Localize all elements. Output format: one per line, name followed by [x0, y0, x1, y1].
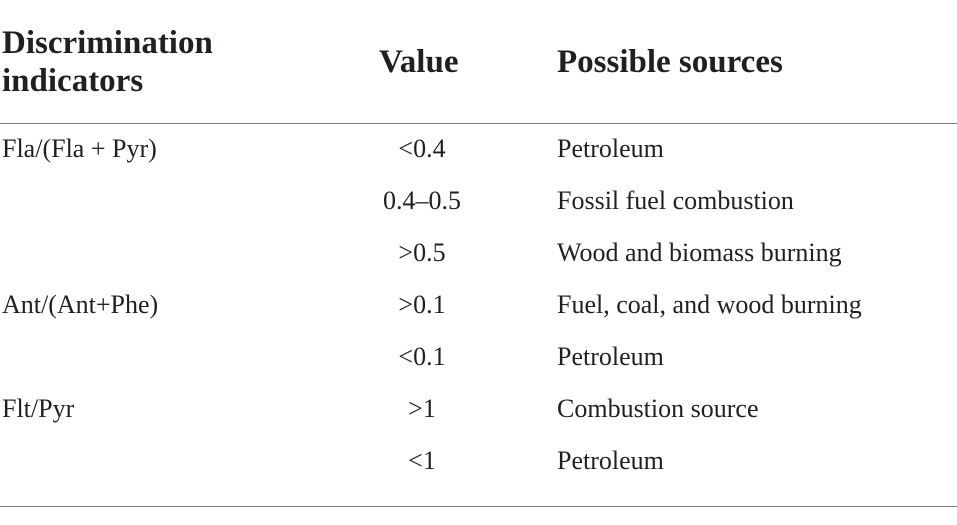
source-cell: Petroleum [557, 342, 664, 371]
header-indicators: Discrimination indicators [2, 25, 213, 99]
header-sources: Possible sources [557, 44, 783, 80]
table-row: <1 Petroleum [0, 435, 957, 487]
source-cell: Combustion source [557, 394, 759, 423]
indicator-cell: Ant/(Ant+Phe) [2, 290, 159, 319]
value-cell: >1 [408, 394, 436, 423]
value-cell: >0.1 [398, 290, 446, 319]
source-cell: Petroleum [557, 446, 664, 475]
header-divider [0, 123, 957, 124]
header-value: Value [379, 44, 459, 80]
indicator-cell: Fla/(Fla + Pyr) [2, 134, 157, 163]
table-row: Ant/(Ant+Phe) >0.1 Fuel, coal, and wood … [0, 279, 957, 331]
value-cell: <1 [408, 446, 436, 475]
value-cell: 0.4–0.5 [383, 186, 461, 215]
table-row: Flt/Pyr >1 Combustion source [0, 383, 957, 435]
value-cell: <0.1 [398, 342, 446, 371]
table-row: >0.5 Wood and biomass burning [0, 227, 957, 279]
table-row: Fla/(Fla + Pyr) <0.4 Petroleum [0, 123, 957, 175]
source-cell: Wood and biomass burning [557, 238, 842, 267]
source-cell: Fossil fuel combustion [557, 186, 794, 215]
table-bottom-rule [0, 506, 957, 507]
table-row: <0.1 Petroleum [0, 331, 957, 383]
value-cell: <0.4 [398, 134, 446, 163]
value-cell: >0.5 [398, 238, 446, 267]
source-cell: Fuel, coal, and wood burning [557, 290, 862, 319]
source-cell: Petroleum [557, 134, 664, 163]
table-header: Discrimination indicators Value Possible… [0, 0, 957, 123]
indicator-cell: Flt/Pyr [2, 394, 75, 423]
table-row: 0.4–0.5 Fossil fuel combustion [0, 175, 957, 227]
